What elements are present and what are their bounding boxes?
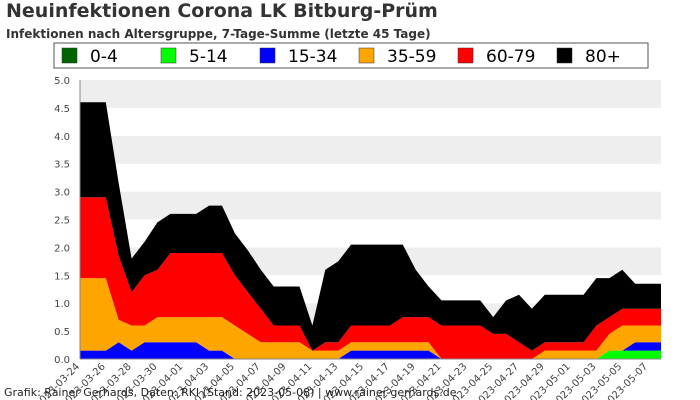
legend-label: 5-14 [189, 47, 228, 67]
legend-swatch [358, 47, 375, 64]
grid-band [80, 191, 661, 220]
y-tick-label: 3.5 [54, 160, 70, 171]
legend-swatch [457, 47, 474, 64]
grid-band [80, 163, 661, 192]
legend-swatch [61, 47, 78, 64]
area-series-5-14 [80, 350, 661, 359]
legend-label: 15-34 [288, 47, 337, 67]
y-tick-label: 4.0 [54, 132, 70, 143]
grid-band [80, 107, 661, 136]
y-tick-label: 1.0 [54, 299, 70, 310]
legend-label: 60-79 [486, 47, 535, 67]
area-series-15-34 [80, 342, 661, 359]
legend-box [53, 42, 649, 69]
legend-swatch [259, 47, 276, 64]
area-series-60-79 [80, 197, 661, 359]
y-tick-label: 4.5 [54, 104, 70, 115]
legend-swatch [556, 47, 573, 64]
y-tick-label: 3.0 [54, 188, 70, 199]
legend-swatch [160, 47, 177, 64]
grid-band [80, 80, 661, 108]
chart-credits: Grafik: Rainer Gerhards, Daten: RKI (Sta… [4, 386, 457, 399]
y-tick-label: 2.0 [54, 243, 70, 254]
y-tick-label: 1.5 [54, 271, 70, 282]
y-tick-label: 0.0 [54, 355, 70, 366]
grid-band [80, 135, 661, 164]
chart-title: Neuinfektionen Corona LK Bitburg-Prüm [6, 0, 438, 22]
y-tick-label: 0.5 [54, 327, 70, 338]
area-series-80plus [80, 102, 661, 351]
legend-label: 35-59 [387, 47, 436, 67]
legend-label: 80+ [585, 47, 621, 67]
chart-subtitle: Infektionen nach Altersgruppe, 7-Tage-Su… [6, 27, 431, 41]
legend-label: 0-4 [90, 47, 118, 67]
y-tick-label: 2.5 [54, 216, 70, 227]
area-series-35-59 [80, 278, 661, 359]
y-tick-label: 5.0 [54, 76, 70, 87]
